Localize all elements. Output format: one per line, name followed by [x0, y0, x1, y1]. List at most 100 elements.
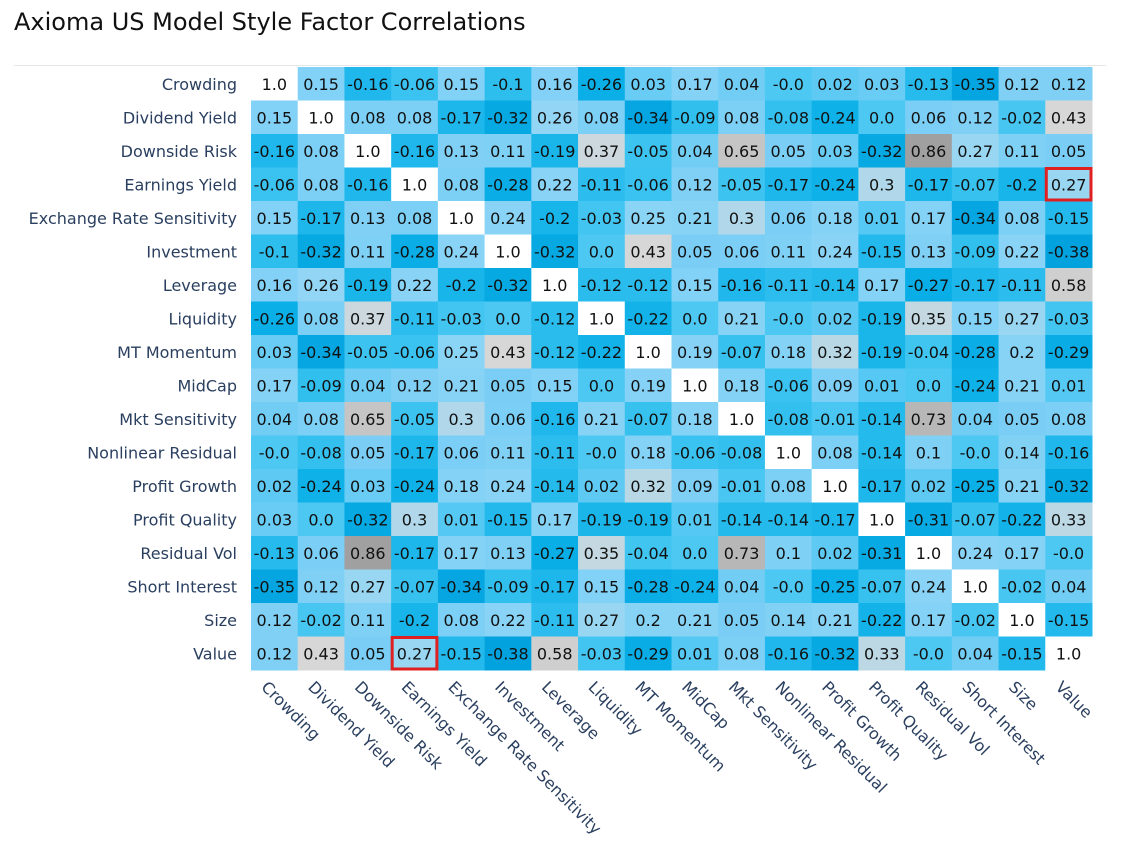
- cell-value-label: -0.17: [814, 510, 855, 529]
- cell-value-label: 0.01: [677, 510, 713, 529]
- heatmap-cell: [671, 167, 719, 202]
- cell-value-label: 0.35: [911, 309, 947, 328]
- heatmap-cell: [905, 368, 953, 403]
- heatmap-cell: [718, 67, 766, 101]
- heatmap-cell: [998, 234, 1046, 269]
- heatmap-cell: [671, 469, 719, 503]
- cell-value-label: 0.16: [537, 75, 573, 94]
- heatmap-cell: [344, 536, 392, 570]
- heatmap-cell: [951, 268, 1000, 302]
- cell-value-label: -0.15: [487, 510, 528, 529]
- cell-value-label: 0.0: [682, 309, 707, 328]
- cell-value-label: -0.35: [254, 577, 295, 596]
- cell-value-label: 0.24: [957, 544, 993, 563]
- heatmap-cell: [391, 402, 439, 436]
- heatmap-cell: [1045, 335, 1093, 369]
- heatmap-cell: [951, 569, 1000, 604]
- cell-value-label: -0.0: [259, 443, 290, 462]
- cell-value-label: 0.15: [443, 75, 479, 94]
- cell-value-label: 0.02: [817, 75, 853, 94]
- cell-value-label: 0.12: [303, 577, 339, 596]
- cell-value-label: 0.43: [1051, 108, 1087, 127]
- cell-value-label: 0.12: [257, 644, 293, 663]
- heatmap-cell: [578, 67, 626, 101]
- heatmap-cell: [905, 636, 953, 671]
- cell-value-label: 0.05: [490, 376, 526, 395]
- cell-value-label: 0.33: [1051, 510, 1087, 529]
- heatmap-cell: [671, 402, 719, 436]
- heatmap-cell: [578, 268, 626, 302]
- heatmap-cell: [671, 603, 719, 637]
- cell-value-label: 0.04: [350, 376, 386, 395]
- cell-value-label: -0.2: [1006, 175, 1037, 194]
- cell-value-label: 0.08: [817, 443, 853, 462]
- heatmap-cell: [437, 435, 486, 470]
- cell-value-label: -0.07: [627, 410, 668, 429]
- heatmap-cell: [624, 167, 672, 202]
- cell-value-label: 0.01: [443, 510, 479, 529]
- cell-value-label: 0.2: [1009, 343, 1034, 362]
- heatmap-cell: [297, 636, 345, 671]
- heatmap-cell: [951, 67, 1000, 101]
- heatmap-cell: [998, 134, 1046, 168]
- cell-value-label: -0.16: [347, 175, 388, 194]
- heatmap-cell: [1045, 167, 1093, 202]
- cell-value-label: 0.21: [1004, 376, 1040, 395]
- heatmap-cell: [624, 368, 672, 403]
- heatmap-cell: [905, 569, 953, 604]
- heatmap-cell: [1045, 636, 1093, 671]
- cell-value-label: 0.14: [770, 611, 806, 630]
- heatmap-cell: [437, 502, 486, 537]
- heatmap-cell: [1045, 268, 1093, 302]
- heatmap-cell: [578, 402, 626, 436]
- cell-value-label: -0.14: [721, 510, 762, 529]
- heatmap-cell: [998, 201, 1046, 235]
- heatmap-cell: [998, 536, 1046, 570]
- cell-value-label: 0.22: [397, 276, 433, 295]
- heatmap-cell: [624, 603, 672, 637]
- heatmap-cell: [764, 435, 813, 470]
- cell-value-label: 0.27: [584, 611, 620, 630]
- row-tick-label: Short Interest: [127, 577, 237, 596]
- heatmap-cell: [297, 502, 345, 537]
- heatmap-cell: [297, 234, 345, 269]
- heatmap-cell: [718, 636, 766, 671]
- heatmap-cell: [297, 368, 345, 403]
- heatmap-cell: [531, 402, 579, 436]
- heatmap-cell: [764, 67, 813, 101]
- heatmap-cell: [624, 301, 672, 336]
- cell-value-label: 0.04: [724, 75, 760, 94]
- heatmap-cell: [905, 502, 953, 537]
- heatmap-cell: [718, 536, 766, 570]
- heatmap-cell: [484, 536, 532, 570]
- heatmap-cell: [251, 335, 299, 369]
- heatmap-cell: [437, 603, 486, 637]
- cell-value-label: 0.65: [350, 410, 386, 429]
- heatmap-cell: [951, 435, 1000, 470]
- cell-value-label: 0.17: [911, 209, 947, 228]
- heatmap-cell: [344, 368, 392, 403]
- heatmap-cell: [251, 234, 299, 269]
- cell-value-label: 0.12: [1051, 75, 1087, 94]
- cell-value-label: -0.28: [394, 242, 435, 261]
- cell-value-label: -0.01: [814, 410, 855, 429]
- cell-value-label: -0.27: [908, 276, 949, 295]
- cell-value-label: -0.09: [487, 577, 528, 596]
- cell-value-label: -0.19: [627, 510, 668, 529]
- heatmap-cell: [718, 301, 766, 336]
- heatmap-cell: [811, 301, 859, 336]
- cell-value-label: -0.35: [954, 75, 995, 94]
- heatmap-cell: [764, 603, 813, 637]
- cell-value-label: 0.08: [397, 209, 433, 228]
- cell-value-label: 0.24: [911, 577, 947, 596]
- cell-value-label: -0.14: [861, 410, 902, 429]
- heatmap-cell: [718, 368, 766, 403]
- cell-value-label: -0.05: [627, 142, 668, 161]
- heatmap-cell: [811, 603, 859, 637]
- cell-value-label: 0.02: [817, 544, 853, 563]
- heatmap-cell: [531, 100, 579, 135]
- cell-value-label: 1.0: [1009, 611, 1034, 630]
- cell-value-label: -0.22: [627, 309, 668, 328]
- heatmap-cell: [951, 469, 1000, 503]
- cell-value-label: 0.11: [490, 142, 526, 161]
